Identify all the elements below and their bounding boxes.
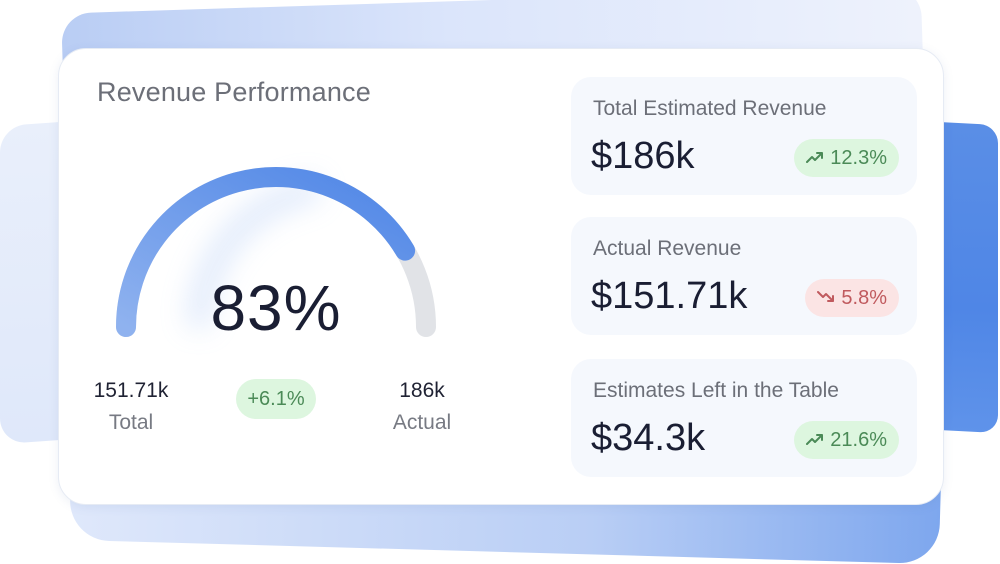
actual-label: Actual xyxy=(392,411,452,434)
metric-change-badge: 12.3% xyxy=(794,139,899,177)
metric-title: Total Estimated Revenue xyxy=(593,97,827,120)
metric-change-value: 21.6% xyxy=(830,428,887,451)
revenue-card: Revenue Performance 83% 151.71k Total +6… xyxy=(58,48,944,505)
metric-title: Estimates Left in the Table xyxy=(593,379,839,402)
change-badge: +6.1% xyxy=(236,379,316,419)
metric-value: $151.71k xyxy=(591,275,748,317)
total-stat: 151.71k Total xyxy=(91,379,171,435)
total-value: 151.71k xyxy=(93,379,169,402)
trend-up-icon xyxy=(806,430,824,451)
metric-estimates-left: Estimates Left in the Table $34.3k 21.6% xyxy=(571,359,917,477)
gauge-percentage: 83% xyxy=(210,272,342,344)
metric-title: Actual Revenue xyxy=(593,237,742,260)
metric-total-estimated-revenue: Total Estimated Revenue $186k 12.3% xyxy=(571,77,917,195)
gauge-glow xyxy=(188,178,321,328)
revenue-gauge xyxy=(116,167,436,337)
metric-value: $34.3k xyxy=(591,417,706,459)
metric-actual-revenue: Actual Revenue $151.71k 5.8% xyxy=(571,217,917,335)
trend-down-icon xyxy=(817,288,835,309)
metric-change-value: 12.3% xyxy=(830,146,887,169)
actual-stat: 186k Actual xyxy=(381,379,463,435)
metric-change-badge: 5.8% xyxy=(805,279,899,317)
total-label: Total xyxy=(108,411,154,434)
trend-up-icon xyxy=(806,148,824,169)
actual-value: 186k xyxy=(399,379,445,402)
revenue-performance-title: Revenue Performance xyxy=(97,77,371,107)
metric-value: $186k xyxy=(591,135,695,177)
metric-change-badge: 21.6% xyxy=(794,421,899,459)
metric-change-value: 5.8% xyxy=(841,286,887,309)
gauge-fill xyxy=(116,167,416,337)
